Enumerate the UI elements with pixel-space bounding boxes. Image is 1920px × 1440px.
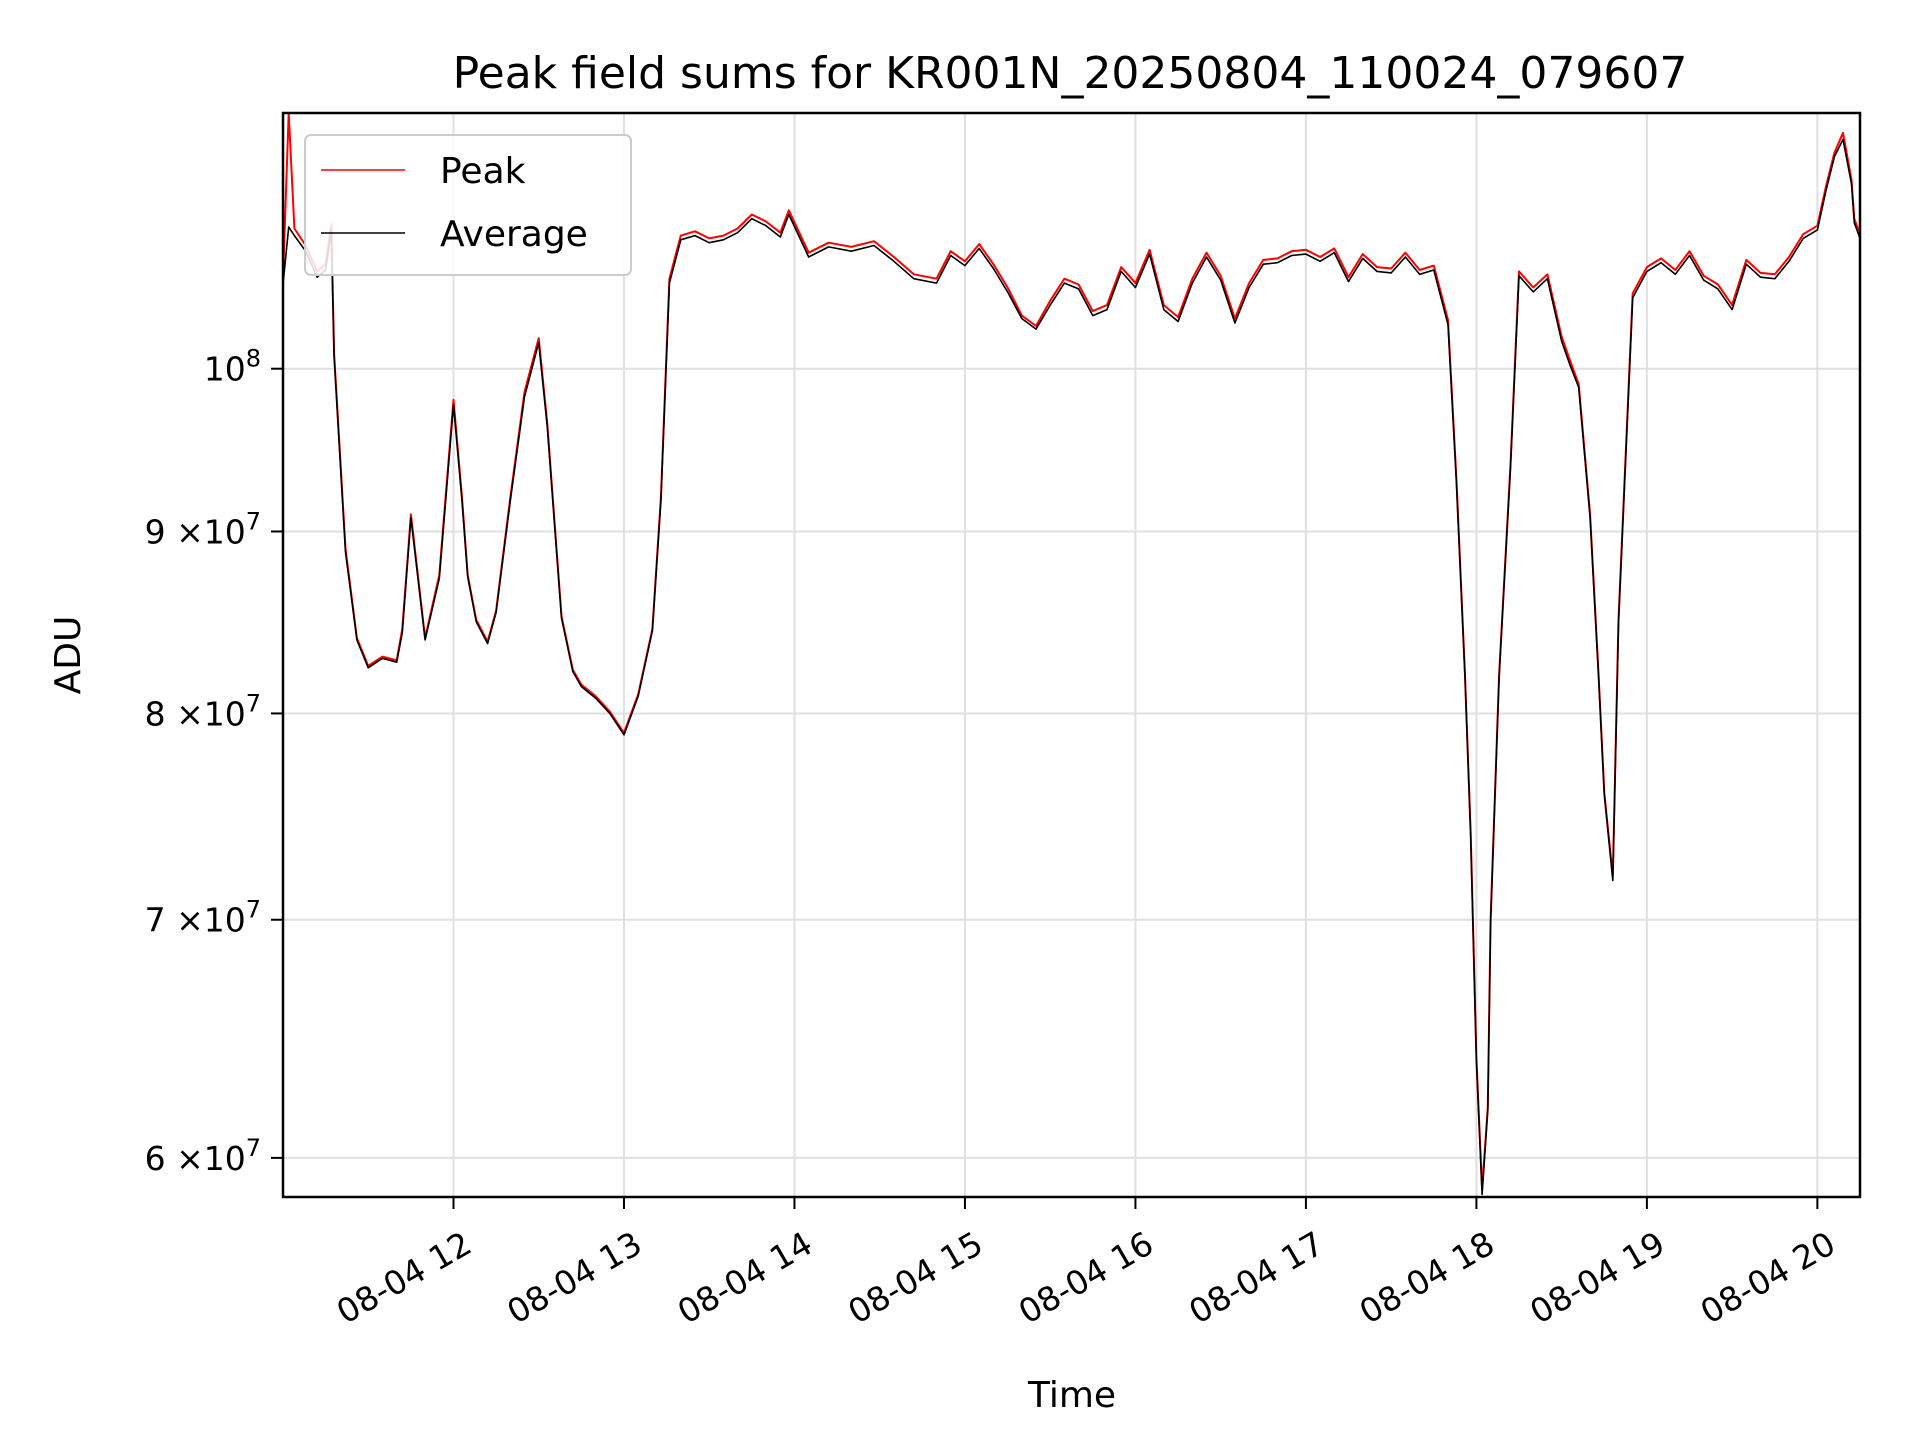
y-tick-label: 7 ×107 [145,896,261,940]
grid [283,113,1860,1197]
y-tick-label: 8 ×107 [145,689,261,733]
legend-label-average: Average [440,214,588,255]
y-tick-label: 108 [204,345,261,389]
legend-label-peak: Peak [440,151,526,192]
plot-area-frame [281,111,1862,1199]
y-axis: 6 ×107 7 ×107 8 ×107 9 ×107 108 [145,345,283,1178]
legend: Peak Average [304,134,632,276]
chart-title: Peak field sums for KR001N_20250804_1100… [453,48,1688,99]
series-line-average [283,138,1860,1196]
y-tick-label: 9 ×107 [145,507,261,551]
series-lines [283,113,1860,1196]
x-axis-label: Time [1027,1375,1116,1416]
y-axis-label: ADU [48,616,89,695]
y-tick-label: 6 ×107 [145,1134,261,1178]
